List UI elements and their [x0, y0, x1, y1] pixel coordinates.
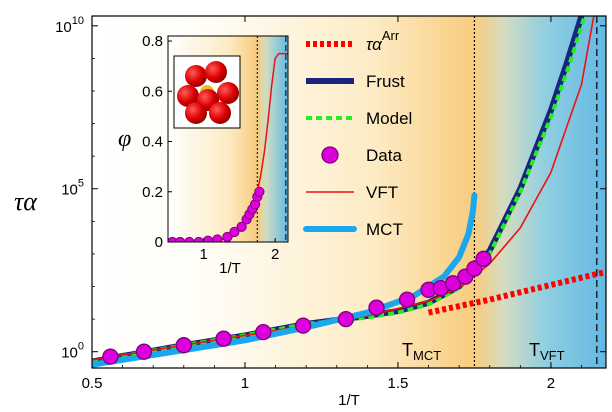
inset-y-tick-label: 0.8: [142, 33, 163, 50]
tmct-label: TMCT: [402, 340, 441, 363]
sphere: [185, 65, 207, 87]
legend-entry-data: Data: [321, 146, 402, 165]
tmct-label-main: T: [402, 340, 413, 360]
main-vertical-lines: [473, 16, 598, 368]
tvft-label-main: T: [529, 340, 540, 360]
legend-label-arrhenius-main: τα: [366, 35, 383, 54]
main-y-tick-exp: 10: [72, 15, 84, 27]
inset-x-tick-label: 2: [271, 246, 279, 263]
main-y-tick-base: 10: [61, 345, 78, 362]
inset-vertical-lines: [256, 36, 287, 242]
main-y-tick-label: 100: [61, 341, 84, 362]
sphere: [185, 102, 207, 124]
data-point: [444, 275, 462, 292]
inset-y-tick-label: 0.6: [142, 83, 163, 100]
tmct-label-sub: MCT: [413, 348, 441, 363]
legend-label-arrhenius-sup: Arr: [382, 28, 400, 43]
inset-data-point: [236, 221, 247, 232]
data-point: [135, 343, 153, 360]
main-y-tick-base: 10: [61, 182, 78, 199]
main-y-axis-label-text: τα: [14, 187, 38, 216]
sphere-cluster-picture: [173, 55, 241, 129]
main-x-tick-label: 2: [547, 375, 555, 392]
svg-text:TVFT: TVFT: [529, 340, 565, 363]
data-point: [215, 330, 232, 347]
main-x-axis-label: 1/T: [338, 392, 360, 409]
main-series-layer: [92, 16, 606, 368]
legend-entry-frust: Frust: [306, 72, 405, 91]
main-x-ticks: 0.5 1 1.5 2: [82, 16, 582, 392]
main-y-tick-label: 1010: [55, 15, 84, 36]
data-point: [175, 337, 192, 354]
data-point: [398, 291, 416, 308]
inset-y-axis-label: φ: [118, 126, 131, 152]
legend-label-mct: MCT: [366, 220, 403, 239]
tvft-label: TVFT: [529, 340, 565, 363]
main-y-tick-exp: 5: [78, 178, 84, 190]
legend-label-vft: VFT: [366, 183, 398, 202]
legend-label-data: Data: [366, 146, 402, 165]
main-x-tick-label: 1: [241, 375, 249, 392]
data-point: [337, 310, 355, 328]
series-arrhenius-line: [427, 268, 606, 316]
main-y-tick-label: 105: [61, 178, 84, 199]
tvft-label-sub: VFT: [540, 348, 565, 363]
legend-entry-model: Model: [306, 109, 412, 128]
data-point: [368, 299, 385, 316]
legend-entry-arrhenius: ταArr: [306, 28, 400, 54]
inset-axes-frame: [167, 35, 289, 243]
sphere: [177, 85, 199, 107]
legend-label-arrhenius: ταArr: [366, 28, 400, 54]
inset-y-tick-label: 0.2: [142, 184, 163, 201]
legend-label-model: Model: [366, 109, 412, 128]
data-point: [475, 250, 492, 267]
main-axes-frame: [91, 15, 607, 369]
main-x-tick-label: 1.5: [388, 375, 409, 392]
inset-x-tick-label: 1: [200, 246, 208, 263]
inset-data-point: [254, 186, 265, 197]
inset-y-tick-label: 0: [155, 234, 163, 251]
main-y-tick-exp: 0: [78, 341, 84, 353]
legend-marker-data: [321, 146, 339, 164]
main-y-tick-base: 10: [55, 19, 72, 36]
legend-label-frust: Frust: [366, 72, 405, 91]
data-point: [255, 323, 272, 341]
legend-entry-mct: MCT: [303, 220, 403, 239]
inset-x-axis-label: 1/T: [219, 260, 241, 277]
sphere: [217, 82, 239, 104]
inset-data-point: [229, 226, 240, 238]
inset-y-ticks: 0 0.2 0.4 0.6 0.8: [142, 33, 172, 251]
inset-data-point: [212, 234, 223, 242]
series-data: [102, 250, 492, 365]
legend-entry-vft: VFT: [306, 183, 398, 202]
data-point: [294, 317, 312, 334]
inset-y-tick-label: 0.4: [142, 134, 163, 151]
sphere: [209, 102, 231, 124]
data-point: [102, 348, 119, 365]
main-y-axis-label: τα: [14, 187, 38, 216]
legend: ταArr Frust Model Data VFT MCT: [303, 28, 412, 239]
main-x-tick-label: 0.5: [82, 375, 103, 392]
svg-text:TMCT: TMCT: [402, 340, 441, 363]
sphere: [205, 61, 227, 83]
